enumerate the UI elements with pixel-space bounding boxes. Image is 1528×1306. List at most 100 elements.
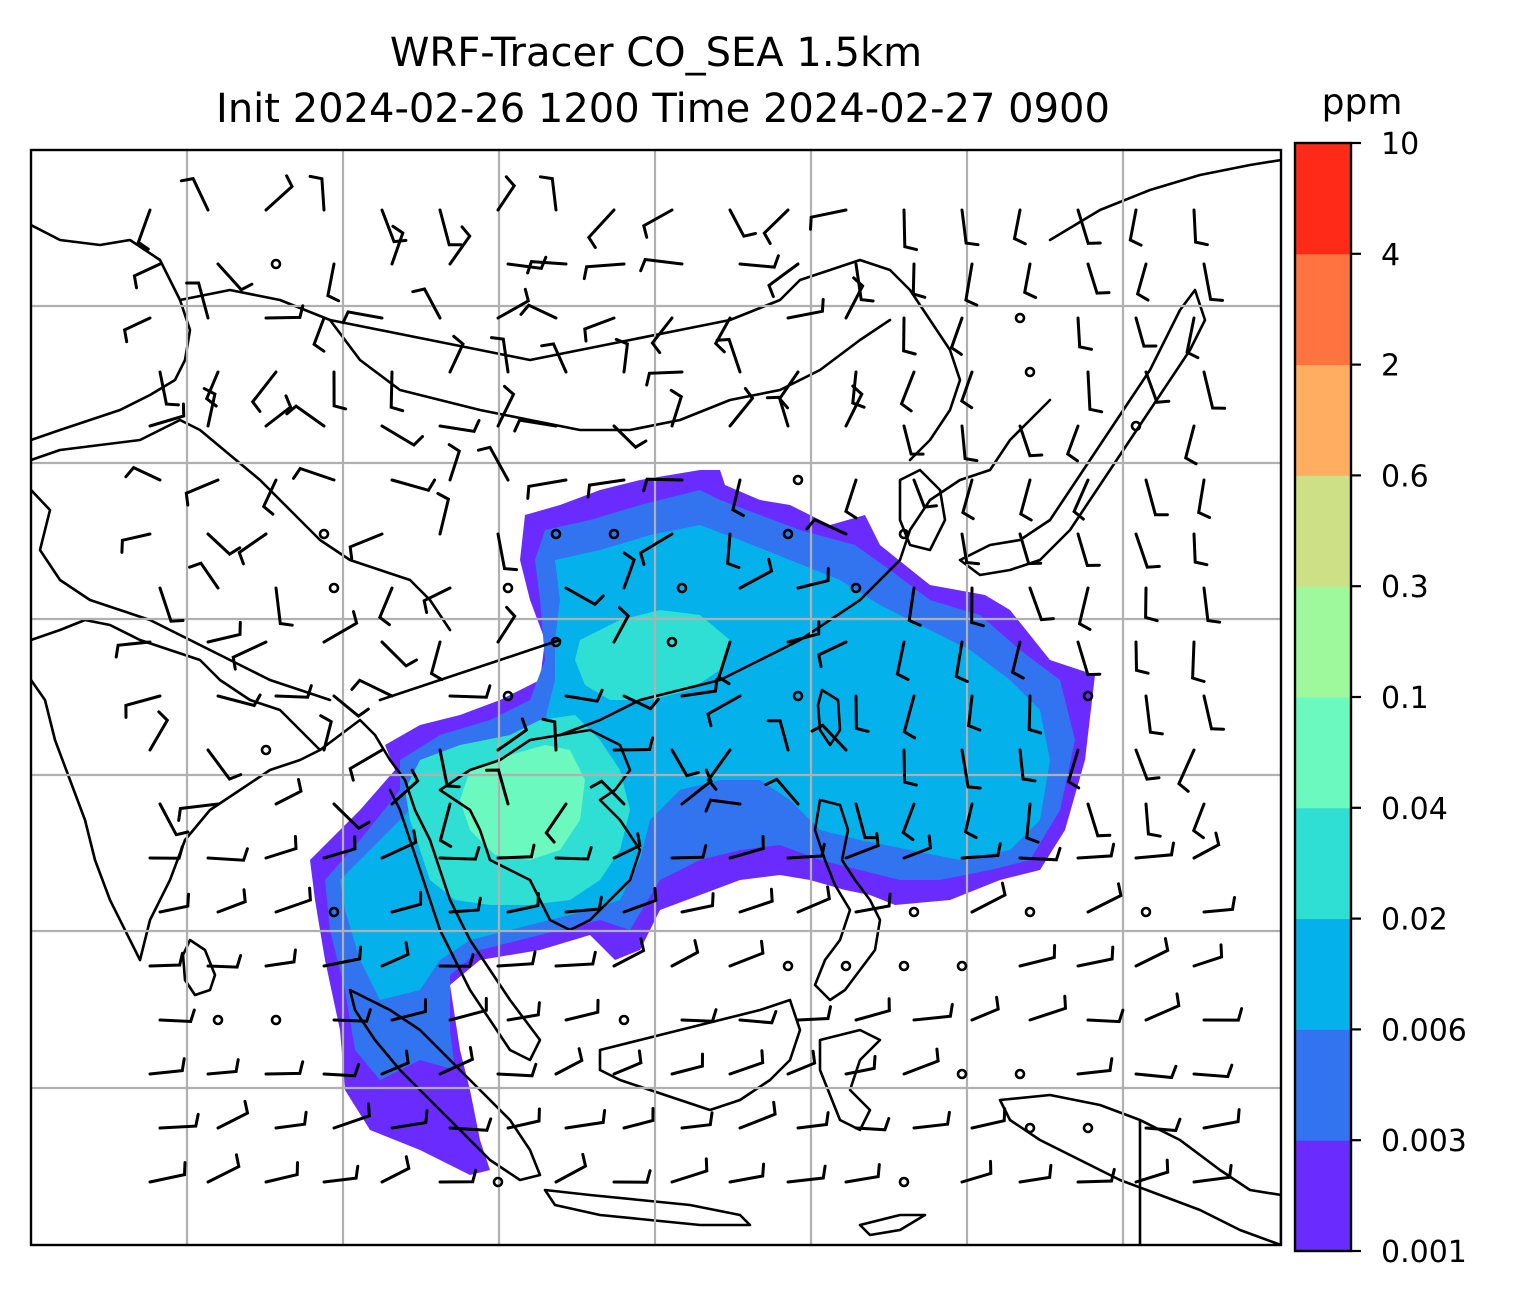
calm-wind-circle bbox=[318, 528, 330, 540]
wind-barb bbox=[554, 950, 597, 968]
wind-barb bbox=[767, 262, 800, 298]
calm-wind-circle bbox=[492, 1176, 504, 1188]
wind-barb bbox=[496, 1062, 538, 1078]
wind-barb bbox=[1018, 532, 1043, 566]
wind-barb bbox=[902, 1047, 940, 1076]
wind-barb bbox=[506, 1001, 541, 1022]
wind-barb bbox=[380, 829, 418, 860]
wind-barb bbox=[1086, 802, 1112, 838]
wind-barb bbox=[612, 424, 648, 450]
wind-barb bbox=[438, 846, 481, 861]
wind-barb bbox=[728, 1162, 766, 1184]
wind-barb bbox=[738, 1010, 778, 1025]
wind-barb bbox=[158, 1008, 196, 1024]
wind-barb bbox=[285, 404, 326, 428]
coastline-india bbox=[31, 618, 322, 962]
wind-barb bbox=[1018, 1163, 1053, 1184]
wind-barb bbox=[114, 640, 152, 659]
wind-barb bbox=[1192, 831, 1221, 860]
wind-barb bbox=[764, 777, 800, 806]
wind-barb bbox=[564, 1109, 607, 1130]
calm-wind-circle bbox=[898, 1176, 910, 1188]
calm-wind-circle bbox=[666, 636, 678, 648]
border-himalaya bbox=[31, 418, 452, 632]
wind-barb bbox=[148, 1161, 187, 1184]
wind-barb bbox=[332, 802, 371, 831]
wind-barb bbox=[564, 895, 603, 914]
wind-barb bbox=[970, 1107, 1007, 1130]
wind-barb bbox=[786, 842, 826, 860]
wind-barb bbox=[264, 304, 305, 320]
wind-barb bbox=[184, 478, 220, 507]
wind-barb bbox=[1028, 994, 1068, 1022]
colorbar-segment bbox=[1295, 697, 1351, 809]
wind-barb bbox=[911, 262, 927, 299]
wind-barb bbox=[1197, 478, 1212, 519]
wind-barb bbox=[322, 835, 357, 860]
wind-barb bbox=[348, 748, 384, 782]
colorbar: ppm 0.001 0.003 0.006 0.02 0.04 0.1 0.3 0.6 2 4 10 bbox=[1293, 82, 1467, 1270]
wind-barb bbox=[438, 1046, 475, 1076]
calm-wind-circle bbox=[1082, 1122, 1094, 1134]
wind-barb bbox=[319, 714, 333, 752]
wind-barb bbox=[902, 316, 917, 356]
wind-barb bbox=[612, 832, 642, 860]
coastline-sri-lanka bbox=[181, 938, 217, 997]
coastline-sulawesi bbox=[818, 1028, 882, 1132]
wind-barb bbox=[854, 892, 892, 914]
wind-barb bbox=[380, 424, 424, 447]
wind-barb bbox=[122, 316, 152, 344]
wind-barb bbox=[237, 532, 268, 566]
coastline-southeast-asia bbox=[318, 718, 542, 1062]
wind-barb bbox=[810, 723, 848, 752]
wind-barb bbox=[476, 445, 510, 482]
wind-barb bbox=[970, 881, 1007, 914]
wind-barb bbox=[960, 208, 980, 247]
calm-wind-circle bbox=[1024, 1122, 1036, 1134]
wind-barb bbox=[612, 1049, 643, 1076]
coastlines bbox=[31, 158, 1281, 1245]
wind-barb bbox=[1202, 896, 1236, 914]
wind-barb bbox=[680, 1008, 718, 1023]
wind-barb bbox=[1076, 316, 1093, 351]
wind-barb bbox=[1086, 882, 1123, 914]
calm-wind-circle bbox=[956, 960, 968, 972]
wind-barb bbox=[715, 337, 742, 374]
wind-barb bbox=[638, 532, 674, 566]
wind-barb bbox=[642, 208, 674, 239]
wind-barb bbox=[1018, 944, 1057, 968]
wind-barb bbox=[429, 640, 444, 682]
wind-barb bbox=[564, 586, 605, 607]
wind-barb bbox=[1202, 262, 1224, 302]
wind-barb bbox=[206, 1058, 240, 1076]
wind-barb bbox=[854, 694, 870, 733]
wind-barb bbox=[377, 586, 394, 627]
wind-barb bbox=[332, 370, 348, 411]
wind-barb bbox=[1077, 586, 1092, 631]
wind-barb bbox=[805, 517, 848, 536]
wind-barb bbox=[1144, 1117, 1182, 1133]
wind-barb bbox=[960, 532, 981, 566]
colorbar-tick-label: 0.003 bbox=[1381, 1124, 1467, 1159]
wind-barb bbox=[670, 1052, 704, 1076]
wind-barb bbox=[448, 896, 482, 914]
wind-barb bbox=[188, 561, 220, 590]
map-title-line1: WRF-Tracer CO_SEA 1.5km bbox=[390, 30, 922, 76]
wind-barb bbox=[158, 586, 185, 623]
wind-barb bbox=[1023, 262, 1038, 299]
wind-barb bbox=[341, 310, 384, 325]
wind-barb bbox=[1192, 1163, 1233, 1184]
wind-barb bbox=[728, 835, 765, 860]
wind-barb bbox=[485, 768, 510, 806]
calm-wind-circle bbox=[1014, 1068, 1026, 1080]
wind-barb bbox=[274, 778, 303, 806]
wind-barb bbox=[901, 802, 916, 842]
wind-barb bbox=[1076, 532, 1101, 568]
wind-barb bbox=[1025, 802, 1040, 844]
calm-wind-circle bbox=[782, 960, 794, 972]
wind-barb bbox=[1128, 208, 1143, 247]
wind-barb bbox=[206, 748, 243, 781]
wind-barb bbox=[1076, 842, 1116, 860]
wind-barb bbox=[669, 388, 684, 428]
wind-barb bbox=[322, 1164, 360, 1184]
